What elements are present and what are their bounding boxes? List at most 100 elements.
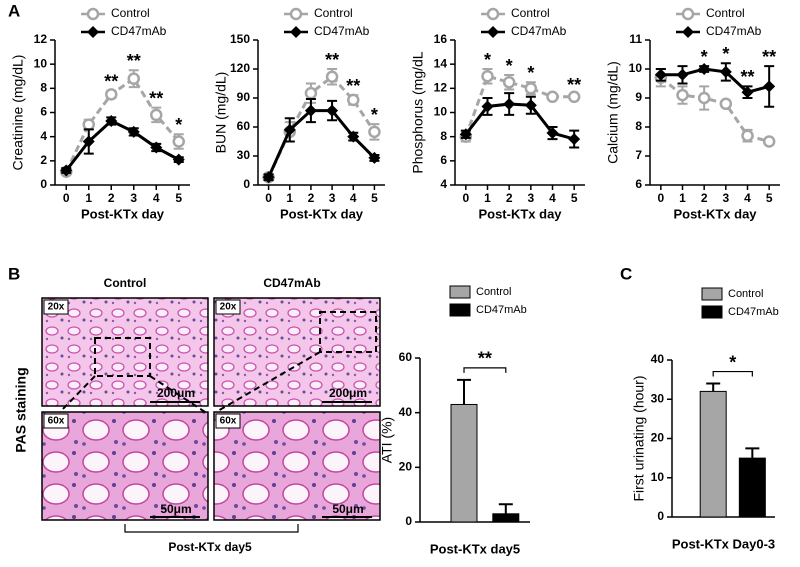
- significance: **: [104, 72, 118, 92]
- marker: [481, 100, 494, 113]
- micrograph: [41, 297, 209, 407]
- y-tick-label: 60: [237, 119, 251, 133]
- y-axis-label: Creatinine (mg/dL): [10, 55, 26, 171]
- x-tick-label: 2: [506, 191, 513, 205]
- y-tick-label: 0: [657, 509, 664, 523]
- micrograph: [41, 411, 209, 521]
- legend-swatch: [449, 303, 471, 317]
- y-tick-label: 7: [635, 148, 642, 162]
- y-tick-label: 60: [399, 350, 413, 364]
- x-tick-label: 1: [85, 191, 92, 205]
- marker: [127, 72, 140, 85]
- panel-letter: A: [8, 1, 20, 20]
- x-tick-label: 5: [571, 191, 578, 205]
- panel-letter: B: [8, 264, 20, 283]
- scale-label: 200μm: [329, 386, 367, 400]
- zoom-line: [215, 351, 321, 413]
- marker: [459, 128, 472, 141]
- scale-label: 200μm: [157, 386, 195, 400]
- x-tick-label: 5: [766, 191, 773, 205]
- significance: *: [722, 44, 729, 64]
- x-tick-label: 0: [462, 191, 469, 205]
- x-axis-label: Post-KTx Day0-3: [672, 536, 775, 551]
- significance: **: [149, 88, 163, 108]
- zoom-line: [149, 375, 206, 413]
- y-tick-label: 150: [230, 32, 250, 46]
- marker: [172, 135, 185, 148]
- x-axis-label: Post-KTx day: [280, 206, 364, 221]
- histology: Control CD47mAb PAS staining 20x 20x 60x…: [13, 276, 381, 554]
- bar: [492, 513, 520, 523]
- error-bar: [457, 378, 471, 405]
- legend-label: Control: [111, 6, 150, 20]
- x-axis-label: Post-KTx day: [673, 206, 757, 221]
- significance: *: [729, 352, 736, 372]
- legend-label: CD47mAb: [706, 24, 762, 38]
- marker: [741, 86, 754, 99]
- marker: [368, 125, 381, 139]
- y-tick-label: 0: [243, 177, 250, 191]
- marker: [325, 70, 339, 83]
- y-tick-label: 10: [34, 56, 48, 70]
- legend-label: CD47mAb: [728, 306, 779, 318]
- x-tick-label: 1: [679, 191, 686, 205]
- y-tick-label: 6: [440, 153, 447, 167]
- marker: [697, 91, 711, 105]
- zoom-box: [319, 311, 377, 353]
- micrograph: [213, 411, 381, 521]
- y-axis-label: First urinating (hour): [631, 375, 647, 501]
- x-tick-label: 1: [286, 191, 293, 205]
- y-tick-label: 90: [237, 90, 251, 104]
- legend-label: Control: [476, 286, 511, 298]
- marker: [82, 118, 95, 131]
- marker: [82, 135, 95, 148]
- significance: *: [371, 105, 378, 125]
- y-axis-label: Calcium (mg/dL): [605, 61, 621, 164]
- x-tick-label: 0: [63, 191, 70, 205]
- caption-bracket: [124, 524, 299, 533]
- zoom-line: [59, 375, 96, 413]
- marker: [654, 68, 667, 81]
- zoom-box: [94, 337, 151, 377]
- marker: [567, 90, 581, 104]
- marker: [763, 80, 776, 93]
- marker: [502, 76, 516, 89]
- series-line: [464, 102, 575, 141]
- marker: [681, 7, 695, 21]
- marker: [719, 65, 732, 78]
- legend-label: Control: [511, 6, 550, 20]
- stain-label: PAS staining: [13, 367, 29, 452]
- legend-label: CD47mAb: [314, 24, 370, 38]
- marker: [86, 7, 100, 21]
- marker: [568, 133, 581, 146]
- marker: [127, 125, 140, 138]
- marker: [698, 63, 711, 75]
- magnification: 60x: [220, 416, 237, 427]
- marker: [676, 88, 689, 102]
- legend-label: Control: [314, 6, 353, 20]
- x-axis-label: Post-KTx day5: [430, 541, 520, 556]
- marker: [304, 104, 317, 117]
- marker: [304, 86, 318, 100]
- x-tick-label: 5: [371, 191, 378, 205]
- scale-label: 50μm: [160, 502, 191, 516]
- x-tick-label: 2: [701, 191, 708, 205]
- y-tick-label: 40: [399, 405, 413, 419]
- label-box: [43, 299, 69, 315]
- magnification: 20x: [220, 302, 237, 313]
- y-tick-label: 30: [237, 148, 251, 162]
- label-box: [43, 413, 69, 429]
- caption: Post-KTx day5: [168, 540, 252, 554]
- x-tick-label: 0: [265, 191, 272, 205]
- x-tick-label: 5: [175, 191, 182, 205]
- significance: *: [484, 50, 491, 70]
- x-tick-label: 3: [722, 191, 729, 205]
- marker: [719, 97, 733, 111]
- y-tick-label: 12: [434, 81, 448, 95]
- marker: [368, 151, 381, 164]
- series-line: [65, 119, 180, 172]
- y-tick-label: 0: [40, 177, 47, 191]
- marker: [87, 26, 99, 38]
- y-tick-label: 9: [635, 90, 642, 104]
